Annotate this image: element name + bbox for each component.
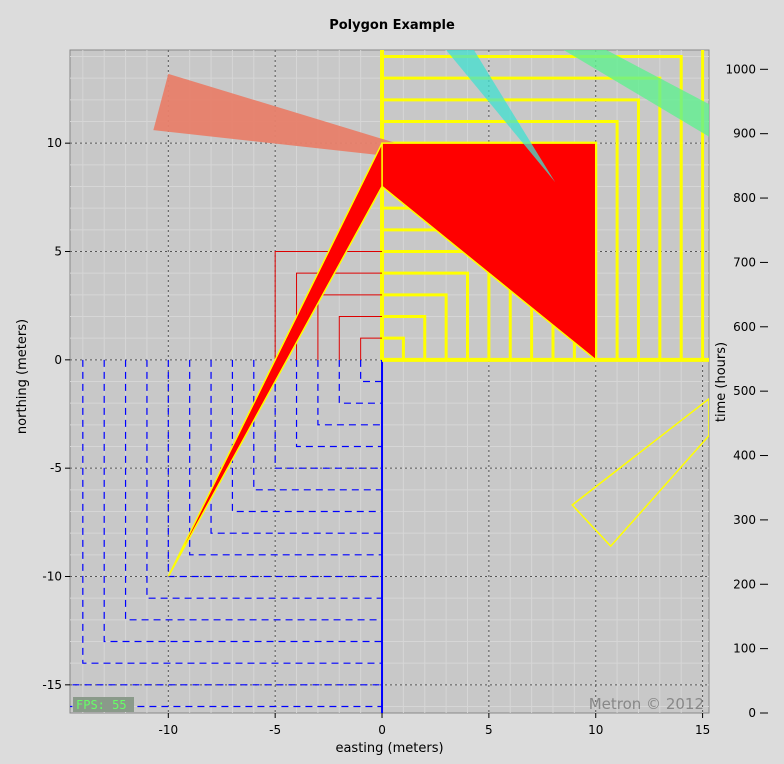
blue-square [295, 359, 383, 448]
y2-axis-label: time (hours) [714, 342, 729, 422]
x-axis: -10 -5 0 5 10 15 [159, 713, 710, 737]
y-tick-label: 5 [54, 245, 62, 259]
yellow-square [382, 315, 427, 360]
blue-square [103, 359, 383, 643]
polygon-green-wedge [563, 50, 709, 137]
y2-tick-label: 800 [733, 191, 756, 205]
y2-tick-label: 900 [733, 127, 756, 141]
fps-badge: FPS: 55 [73, 697, 134, 712]
x-tick-label: 10 [588, 723, 603, 737]
y2-tick-label: 400 [733, 449, 756, 463]
x-tick-label: -10 [159, 723, 179, 737]
fps-label: FPS: 55 [76, 698, 127, 712]
yellow-square [382, 55, 683, 360]
y2-tick-label: 600 [733, 320, 756, 334]
yellow-square [382, 98, 640, 360]
x-tick-label: 0 [378, 723, 386, 737]
y-axis-label: northing (meters) [15, 319, 30, 434]
y-tick-label: 0 [54, 353, 62, 367]
blue-square [189, 359, 383, 556]
yellow-square [382, 271, 470, 360]
blue-square [210, 359, 383, 534]
chart-title: Polygon Example [329, 18, 455, 33]
y2-tick-label: 700 [733, 255, 756, 269]
yellow-square [382, 293, 448, 360]
yellow-square [701, 50, 705, 360]
yellow-square [382, 120, 619, 360]
y2-tick-label: 1000 [725, 62, 756, 76]
y2-tick-label: 300 [733, 513, 756, 527]
minor-grid [70, 50, 709, 713]
blue-square [124, 359, 383, 621]
y2-tick-label: 500 [733, 384, 756, 398]
y2-tick-label: 100 [733, 642, 756, 656]
fps-badge-bg [73, 697, 134, 712]
x-tick-label: 15 [695, 723, 710, 737]
y2-tick-label: 0 [748, 706, 756, 720]
polygon-red-sliver [167, 142, 383, 577]
polygon-yellow-outline [571, 397, 709, 548]
x-tick-label: -5 [269, 723, 281, 737]
y-tick-label: -10 [42, 570, 62, 584]
y2-tick-label: 200 [733, 577, 756, 591]
blue-square [231, 359, 383, 513]
watermark: Metron © 2012 [589, 695, 704, 713]
blue-square [274, 359, 383, 469]
yellow-square [382, 336, 405, 360]
y2-axis: 0 100 200 300 400 500 600 700 800 900 1000 [725, 62, 768, 720]
polygon-salmon [153, 73, 468, 165]
x-tick-label: 5 [485, 723, 493, 737]
y-tick-label: 10 [47, 136, 62, 150]
y-tick-label: -5 [50, 461, 62, 475]
red-square [360, 337, 383, 360]
y-axis: -15 -10 -5 0 5 10 [42, 136, 70, 692]
blue-square [317, 359, 383, 426]
y-tick-label: -15 [42, 678, 62, 692]
polygons [153, 50, 709, 577]
blue-square [82, 359, 383, 664]
plot-layer [70, 50, 709, 713]
polygon-cyan-wedge [446, 50, 556, 183]
x-axis-label: easting (meters) [335, 741, 443, 756]
blue-square [338, 359, 383, 404]
red-square [338, 316, 383, 360]
